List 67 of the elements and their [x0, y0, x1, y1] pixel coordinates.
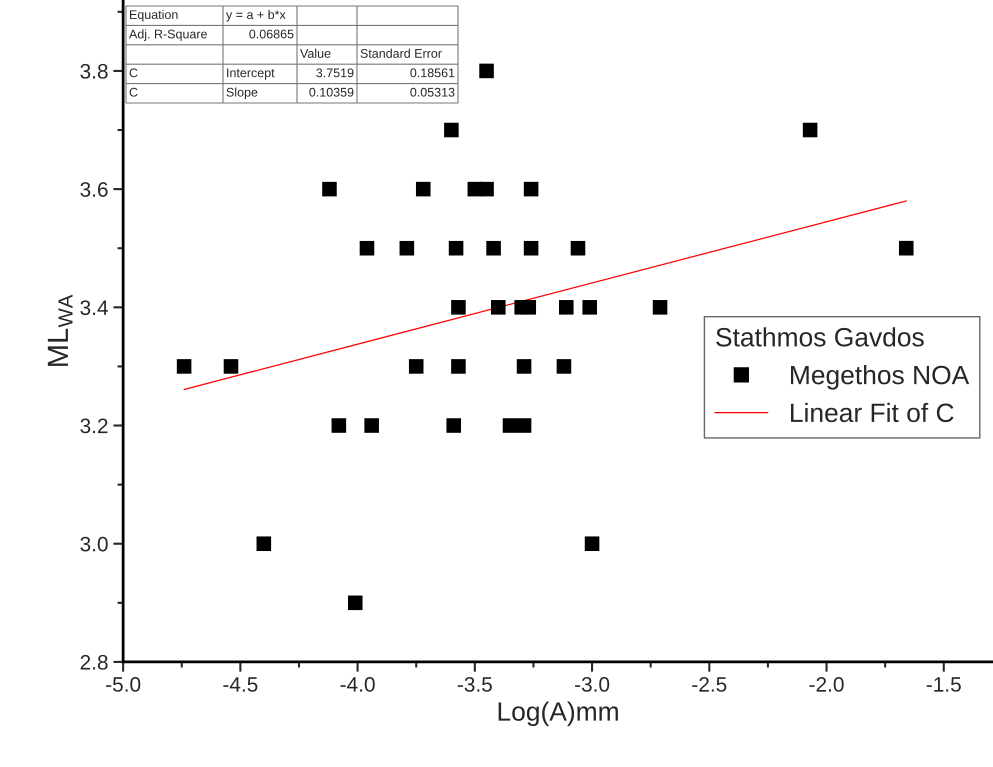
- point: [451, 300, 466, 315]
- point: [416, 182, 431, 196]
- point: [400, 240, 414, 256]
- point: [558, 300, 574, 315]
- y-tick-label: 3.2: [80, 418, 108, 434]
- y-tick-label: 2.8: [80, 654, 108, 670]
- point: [486, 240, 501, 256]
- point: [348, 596, 363, 610]
- point: [521, 300, 536, 315]
- y-tick-label: 3.8: [80, 64, 108, 79]
- point: [652, 300, 668, 315]
- annotation: 0.05313: [410, 88, 454, 97]
- annotation: y = a + b*x: [226, 10, 286, 22]
- point: [479, 64, 494, 78]
- x-axis-title: Log(A)mm: [498, 701, 618, 726]
- legend-title: Stathmos Gavdos: [716, 327, 924, 347]
- point: [516, 418, 532, 433]
- annotation: 0.18561: [410, 68, 454, 78]
- annotation: Intercept: [227, 68, 275, 80]
- x-tick-label: -1.5: [926, 677, 961, 692]
- x-tick-label: -2.5: [692, 677, 726, 692]
- x-tick-label: -3.5: [458, 677, 492, 692]
- point: [176, 359, 192, 374]
- annotation: 0.06865: [249, 30, 294, 38]
- point: [322, 182, 337, 196]
- point: [364, 418, 379, 433]
- point: [448, 240, 464, 256]
- point: [451, 359, 466, 374]
- point: [556, 359, 572, 374]
- point: [408, 359, 424, 374]
- x-tick-label: -5.0: [106, 677, 140, 692]
- annotation: 0.10359: [309, 88, 354, 97]
- y-axis-title: ML$_{WA}$: [48, 294, 73, 366]
- point: [224, 359, 238, 374]
- point: [524, 182, 538, 196]
- point: [502, 418, 518, 433]
- legend-label: Linear Fit of C: [791, 402, 954, 422]
- point: [332, 418, 346, 433]
- annotation: C: [130, 88, 138, 97]
- y-tick-label: 3.0: [80, 536, 108, 552]
- y-tick-label: 3.6: [80, 182, 108, 197]
- x-tick-label: -4.0: [340, 677, 375, 692]
- point: [490, 300, 506, 315]
- point: [479, 182, 494, 196]
- point: [444, 122, 459, 138]
- annotation: 3.7519: [316, 68, 354, 78]
- annotation: Value: [300, 48, 330, 58]
- point: [898, 240, 914, 256]
- point: [524, 240, 538, 256]
- annotation: C: [130, 68, 138, 78]
- point: [446, 418, 462, 433]
- y-tick-label: 3.4: [80, 300, 108, 316]
- point: [256, 536, 272, 552]
- point: [360, 240, 374, 256]
- x-tick-label: -2.0: [810, 677, 844, 692]
- annotation: Equation: [130, 10, 178, 22]
- annotation: Standard Error: [360, 48, 442, 58]
- annotation: Slope: [226, 87, 258, 100]
- legend-label: Megethos NOA: [791, 364, 970, 390]
- annotation: Adj. R-Square: [129, 29, 207, 41]
- point: [582, 300, 598, 315]
- point: [570, 240, 586, 256]
- x-tick-label: -3.0: [575, 677, 610, 692]
- point: [802, 122, 818, 138]
- point: [516, 359, 532, 374]
- point: [584, 536, 600, 552]
- x-tick-label: -4.5: [223, 677, 258, 692]
